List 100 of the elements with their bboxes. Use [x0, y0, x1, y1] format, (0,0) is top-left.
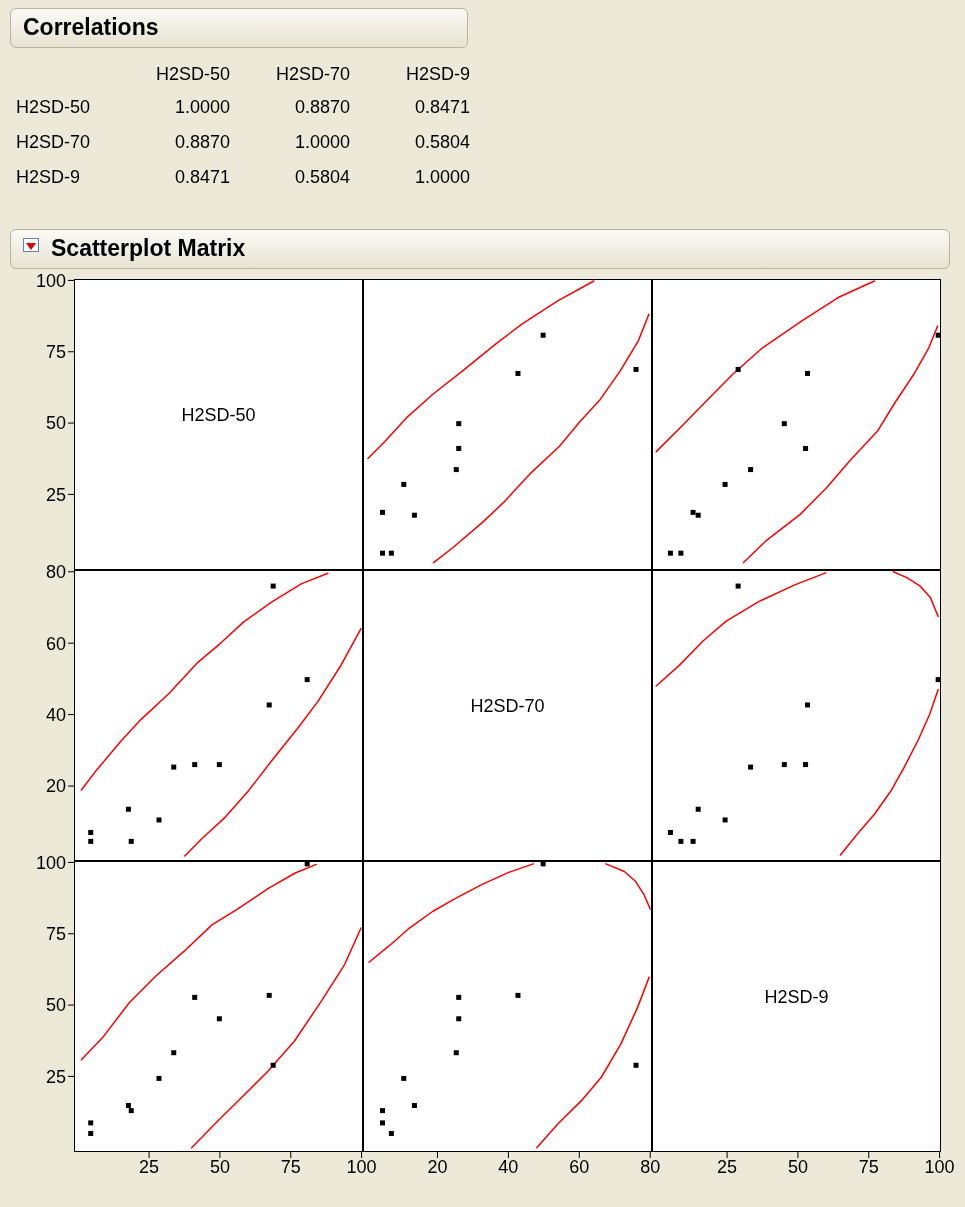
point	[678, 550, 684, 556]
annotation: H2SD-50	[180, 404, 257, 426]
y-tick-label: 100	[35, 852, 66, 873]
point	[411, 512, 417, 518]
point	[456, 994, 462, 1000]
point	[456, 421, 462, 427]
point	[803, 445, 809, 451]
point	[453, 1050, 459, 1056]
point	[88, 838, 94, 844]
text: H2SD-70	[469, 695, 546, 717]
point	[388, 1130, 394, 1136]
x-tick-label: 40	[498, 1156, 519, 1177]
point	[695, 806, 701, 812]
point	[803, 762, 809, 768]
y-tick-label: 25	[45, 1066, 66, 1087]
x-tick-label: 20	[427, 1156, 448, 1177]
point	[805, 370, 811, 376]
point	[935, 677, 941, 683]
point	[411, 1103, 417, 1108]
point	[781, 762, 787, 768]
x-tick-label: 50	[209, 1156, 230, 1177]
point	[125, 1103, 131, 1108]
point	[216, 762, 222, 768]
y-tick-label: 50	[45, 413, 66, 434]
x-tick-label: 75	[280, 1156, 301, 1177]
x-tick-label: 75	[858, 1156, 879, 1177]
point	[633, 1062, 639, 1068]
point	[515, 370, 521, 376]
point	[748, 467, 754, 473]
point	[678, 838, 684, 844]
x-tick-label: 100	[346, 1156, 377, 1177]
text: 0.8870	[293, 97, 350, 117]
point	[380, 509, 385, 515]
point	[748, 764, 754, 770]
text: 1.0000	[173, 97, 230, 117]
x-tick-label: 25	[717, 1156, 738, 1177]
x-tick-label: 25	[139, 1156, 160, 1177]
point	[156, 1075, 162, 1081]
point	[633, 366, 639, 372]
point	[935, 332, 941, 338]
point	[192, 762, 198, 768]
line-series	[80, 572, 329, 791]
point	[156, 817, 162, 823]
point	[667, 829, 673, 835]
y-tick-label: 20	[45, 776, 66, 797]
point	[304, 861, 310, 867]
category-label: H2SD-70	[16, 132, 91, 152]
point	[515, 992, 521, 998]
point	[128, 1108, 134, 1114]
point	[540, 332, 546, 338]
text: 1.0000	[413, 167, 470, 187]
x-tick-label: 60	[569, 1156, 590, 1177]
text: Correlations	[23, 14, 159, 41]
text: 0.5804	[293, 167, 350, 187]
point	[266, 702, 272, 708]
y-tick-label: 75	[45, 342, 66, 363]
point	[171, 1050, 177, 1056]
point	[805, 702, 811, 708]
point	[216, 1016, 222, 1022]
point	[690, 838, 696, 844]
point	[128, 838, 134, 844]
y-tick-label: 50	[45, 995, 66, 1016]
category-label: H2SD-50	[16, 97, 91, 117]
y-tick-label: 100	[35, 270, 66, 291]
y-tick-label: 25	[45, 484, 66, 505]
point	[722, 817, 728, 823]
line-series	[80, 863, 317, 1061]
text: 0.8471	[173, 167, 230, 187]
point	[171, 764, 177, 770]
x-tick-label: 100	[924, 1156, 955, 1177]
point	[735, 366, 741, 372]
point	[735, 583, 741, 589]
text: 0.8870	[173, 132, 230, 152]
point	[270, 1062, 276, 1068]
line-series	[184, 627, 362, 857]
category-label: H2SD-70	[274, 64, 350, 84]
line-series	[190, 927, 362, 1149]
point	[456, 445, 462, 451]
point	[88, 1130, 94, 1136]
point	[380, 1108, 385, 1114]
category-label: H2SD-9	[16, 167, 81, 187]
y-tick-label: 75	[45, 924, 66, 945]
text: 1.0000	[293, 132, 350, 152]
point	[88, 829, 94, 835]
y-tick-label: 40	[45, 705, 66, 725]
point	[401, 1075, 407, 1081]
point	[304, 677, 310, 683]
point	[695, 512, 701, 518]
point	[540, 861, 546, 867]
point	[88, 1120, 94, 1126]
x-tick-label: 80	[640, 1156, 661, 1177]
point	[125, 806, 131, 812]
point	[453, 467, 459, 473]
point	[401, 481, 407, 487]
text: 0.8471	[413, 97, 470, 117]
y-tick-label: 80	[45, 562, 66, 583]
point	[456, 1016, 462, 1022]
point	[380, 1120, 385, 1126]
text: 0.5804	[413, 132, 470, 152]
annotation: H2SD-9	[763, 986, 830, 1008]
